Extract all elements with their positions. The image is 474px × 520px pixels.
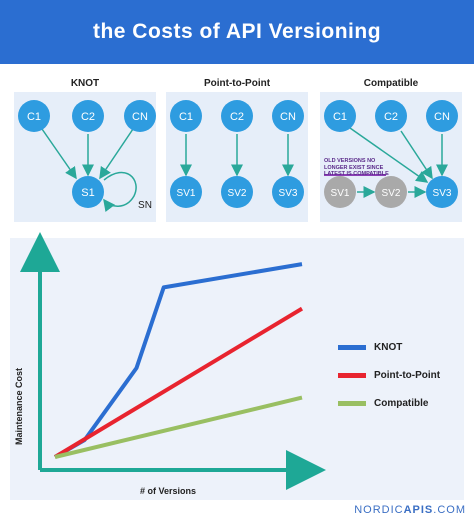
brand-light: NORDIC [354, 504, 404, 516]
self-loop-label: SN [138, 200, 152, 211]
node-label: SV2 [228, 188, 247, 199]
node-label: CN [280, 111, 296, 123]
header-banner: the Costs of API Versioning [0, 0, 474, 64]
legend-label: Compatible [374, 397, 429, 409]
node-label: SV1 [331, 188, 350, 199]
chart-legend: KNOT Point-to-Point Compatible [338, 333, 468, 417]
series-line-compatible [54, 395, 303, 459]
footer-brand: NORDICAPIS.COM [354, 504, 466, 516]
x-axis-label: # of Versions [140, 486, 197, 496]
legend-item-compatible: Compatible [338, 389, 468, 417]
node-label: SV3 [433, 188, 452, 199]
node-label: C1 [333, 111, 347, 123]
legend-item-point-to-point: Point-to-Point [338, 361, 468, 389]
page-title: the Costs of API Versioning [92, 20, 382, 43]
node-c1 [18, 100, 50, 132]
chart-series-group [53, 262, 304, 459]
node-sv3 [426, 176, 458, 208]
legend-item-knot: KNOT [338, 333, 468, 361]
brand-domain: .COM [433, 504, 466, 516]
edge-c1-sv3 [349, 127, 429, 183]
self-loop-arrow [103, 171, 137, 212]
legend-swatch [338, 372, 366, 378]
edge-c2-sv3 [400, 130, 433, 180]
node-s1 [72, 176, 104, 208]
node-label: S1 [81, 187, 94, 199]
node-cn [426, 100, 458, 132]
panel-label-point-to-point: Point-to-Point [203, 78, 271, 89]
edge-c1-s1 [41, 128, 77, 180]
node-sv2 [221, 176, 253, 208]
node-sv1-inactive [324, 176, 356, 208]
node-label: SV2 [382, 188, 401, 199]
node-cn [124, 100, 156, 132]
node-c1 [170, 100, 202, 132]
knot-diagram: C1 C2 CN S1 SN [18, 100, 156, 212]
legend-swatch [338, 400, 366, 406]
point-to-point-diagram: C1 C2 CN SV1 SV2 SV3 [170, 100, 304, 208]
legend-label: KNOT [374, 341, 403, 353]
series-line-point-to-point [53, 306, 304, 459]
panel-compatible: C1 C2 CN SV1 SV2 SV3 Old versions no lon… [320, 92, 462, 222]
node-label: C2 [384, 111, 398, 123]
chart-area [10, 238, 464, 500]
panel-label-compatible: Compatible [363, 78, 419, 89]
node-label: CN [434, 111, 450, 123]
node-sv3 [272, 176, 304, 208]
legend-label: Point-to-Point [374, 369, 441, 381]
compatible-note: Old versions no longer exist since lates… [324, 158, 389, 177]
panel-knot: C1 C2 CN S1 SN [14, 92, 156, 222]
node-sv2-inactive [375, 176, 407, 208]
node-sv1 [170, 176, 202, 208]
node-c2 [72, 100, 104, 132]
node-c2 [221, 100, 253, 132]
node-label: SV3 [279, 188, 298, 199]
node-cn [272, 100, 304, 132]
compatible-diagram: C1 C2 CN SV1 SV2 SV3 [324, 100, 458, 208]
node-label: SV1 [177, 188, 196, 199]
legend-swatch [338, 344, 366, 350]
node-label: C2 [81, 111, 95, 123]
y-axis-label: Maintenance Cost [14, 367, 24, 445]
node-label: C2 [230, 111, 244, 123]
edge-cn-s1 [99, 128, 134, 180]
panel-label-knot: KNOT [70, 78, 100, 89]
node-label: CN [132, 111, 148, 123]
node-c2 [375, 100, 407, 132]
node-label: C1 [27, 111, 41, 123]
node-label: C1 [179, 111, 193, 123]
brand-bold: APIS [403, 504, 434, 516]
node-c1 [324, 100, 356, 132]
panel-point-to-point: C1 C2 CN SV1 SV2 SV3 [166, 92, 308, 222]
